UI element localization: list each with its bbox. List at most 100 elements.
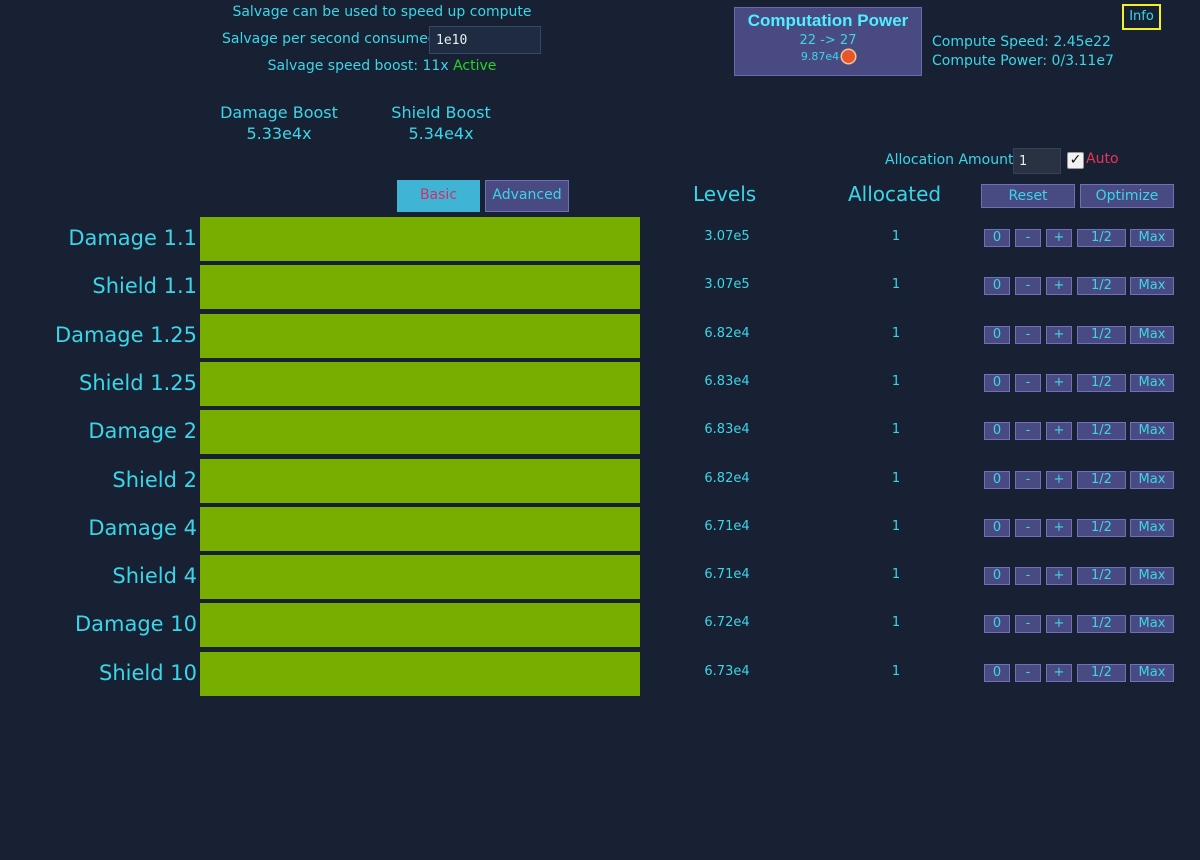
decrease-button[interactable]: - [1015, 325, 1041, 344]
decrease-button[interactable]: - [1015, 663, 1041, 682]
increase-button[interactable]: + [1046, 277, 1072, 296]
upgrade-level: 3.07e5 [704, 277, 750, 293]
upgrade-level: 6.83e4 [704, 373, 750, 389]
upgrade-level: 6.71e4 [704, 567, 750, 583]
decrease-button[interactable]: - [1015, 422, 1041, 441]
max-button[interactable]: Max [1130, 422, 1174, 441]
max-button[interactable]: Max [1130, 325, 1174, 344]
optimize-button[interactable]: Optimize [1080, 184, 1174, 208]
half-button[interactable]: 1/2 [1077, 277, 1126, 296]
damage-boost-label: Damage Boost [220, 103, 338, 122]
decrease-button[interactable]: - [1015, 518, 1041, 537]
shield-boost-label: Shield Boost [391, 103, 491, 122]
set-zero-button[interactable]: 0 [984, 470, 1010, 489]
reset-button[interactable]: Reset [981, 184, 1075, 208]
decrease-button[interactable]: - [1015, 373, 1041, 392]
half-button[interactable]: 1/2 [1077, 615, 1126, 634]
upgrade-row: Shield 1.25 6.83e4 1 0- +1/2 Max [0, 361, 1200, 406]
upgrade-row: Shield 10 6.73e4 1 0- +1/2 Max [0, 651, 1200, 696]
half-button[interactable]: 1/2 [1077, 470, 1126, 489]
set-zero-button[interactable]: 0 [984, 373, 1010, 392]
half-button[interactable]: 1/2 [1077, 663, 1126, 682]
half-button[interactable]: 1/2 [1077, 518, 1126, 537]
max-button[interactable]: Max [1130, 470, 1174, 489]
allocation-amount-input[interactable] [1013, 148, 1061, 174]
upgrade-allocated: 1 [891, 615, 901, 631]
info-button[interactable]: Info [1122, 4, 1161, 30]
upgrade-progress-bar [200, 265, 640, 310]
upgrade-allocated: 1 [891, 373, 901, 389]
salvage-rate-input[interactable] [429, 26, 541, 54]
max-button[interactable]: Max [1130, 518, 1174, 537]
set-zero-button[interactable]: 0 [984, 422, 1010, 441]
increase-button[interactable]: + [1046, 325, 1072, 344]
upgrade-name: Shield 1.25 [79, 370, 197, 395]
increase-button[interactable]: + [1046, 663, 1072, 682]
max-button[interactable]: Max [1130, 229, 1174, 247]
half-button[interactable]: 1/2 [1077, 373, 1126, 392]
upgrade-progress-bar [200, 603, 640, 648]
max-button[interactable]: Max [1130, 663, 1174, 682]
set-zero-button[interactable]: 0 [984, 229, 1010, 247]
decrease-button[interactable]: - [1015, 277, 1041, 296]
upgrade-name: Shield 1.1 [92, 274, 197, 299]
increase-button[interactable]: + [1046, 567, 1072, 586]
computation-power-button[interactable]: Computation Power 22 -> 27 9.87e4 [734, 7, 922, 76]
upgrade-row: Shield 1.1 3.07e5 1 0- +1/2 Max [0, 265, 1200, 310]
half-button[interactable]: 1/2 [1077, 422, 1126, 441]
set-zero-button[interactable]: 0 [984, 567, 1010, 586]
set-zero-button[interactable]: 0 [984, 615, 1010, 634]
set-zero-button[interactable]: 0 [984, 277, 1010, 296]
max-button[interactable]: Max [1130, 567, 1174, 586]
salvage-orb-icon [842, 50, 856, 63]
upgrade-level: 3.07e5 [704, 229, 750, 244]
half-button[interactable]: 1/2 [1077, 229, 1126, 247]
upgrade-progress-bar [200, 410, 640, 455]
max-button[interactable]: Max [1130, 615, 1174, 634]
increase-button[interactable]: + [1046, 229, 1072, 247]
tab-basic[interactable]: Basic [397, 180, 480, 212]
upgrade-progress-bar [200, 313, 640, 358]
upgrade-progress-bar [200, 555, 640, 600]
upgrade-row: Damage 4 6.71e4 1 0- +1/2 Max [0, 506, 1200, 551]
upgrade-name: Shield 10 [99, 660, 197, 685]
compute-speed: Compute Speed: 2.45e22 [932, 34, 1111, 50]
salvage-rate-label: Salvage per second consumed: [222, 31, 442, 47]
salvage-description: Salvage can be used to speed up compute [232, 4, 532, 20]
increase-button[interactable]: + [1046, 615, 1072, 634]
decrease-button[interactable]: - [1015, 229, 1041, 247]
decrease-button[interactable]: - [1015, 615, 1041, 634]
upgrade-row: Damage 1.25 6.82e4 1 0- +1/2 Max [0, 313, 1200, 358]
upgrade-allocated: 1 [891, 422, 901, 438]
upgrade-row: Shield 2 6.82e4 1 0- +1/2 Max [0, 458, 1200, 503]
decrease-button[interactable]: - [1015, 567, 1041, 586]
upgrade-progress-bar [200, 458, 640, 503]
computation-power-range: 22 -> 27 [799, 33, 857, 48]
tab-advanced[interactable]: Advanced [485, 180, 569, 212]
salvage-boost-line: Salvage speed boost: 11x Active [0, 58, 764, 74]
computation-power-cost: 9.87e4 [735, 50, 921, 63]
upgrade-level: 6.83e4 [704, 422, 750, 438]
max-button[interactable]: Max [1130, 277, 1174, 296]
increase-button[interactable]: + [1046, 373, 1072, 392]
auto-label: Auto [1086, 151, 1119, 167]
decrease-button[interactable]: - [1015, 470, 1041, 489]
set-zero-button[interactable]: 0 [984, 518, 1010, 537]
increase-button[interactable]: + [1046, 518, 1072, 537]
max-button[interactable]: Max [1130, 373, 1174, 392]
upgrade-level: 6.71e4 [704, 518, 750, 534]
set-zero-button[interactable]: 0 [984, 663, 1010, 682]
upgrade-allocated: 1 [891, 518, 901, 534]
allocation-amount-label: Allocation Amount [885, 152, 1014, 168]
upgrade-name: Shield 4 [112, 564, 197, 589]
auto-checkbox[interactable]: ✓ [1067, 152, 1084, 169]
increase-button[interactable]: + [1046, 422, 1072, 441]
upgrade-allocated: 1 [891, 567, 901, 583]
upgrade-allocated: 1 [891, 470, 901, 486]
half-button[interactable]: 1/2 [1077, 325, 1126, 344]
set-zero-button[interactable]: 0 [984, 325, 1010, 344]
salvage-boost-status: Active [453, 58, 497, 74]
upgrade-name: Damage 1.1 [68, 226, 197, 250]
half-button[interactable]: 1/2 [1077, 567, 1126, 586]
increase-button[interactable]: + [1046, 470, 1072, 489]
